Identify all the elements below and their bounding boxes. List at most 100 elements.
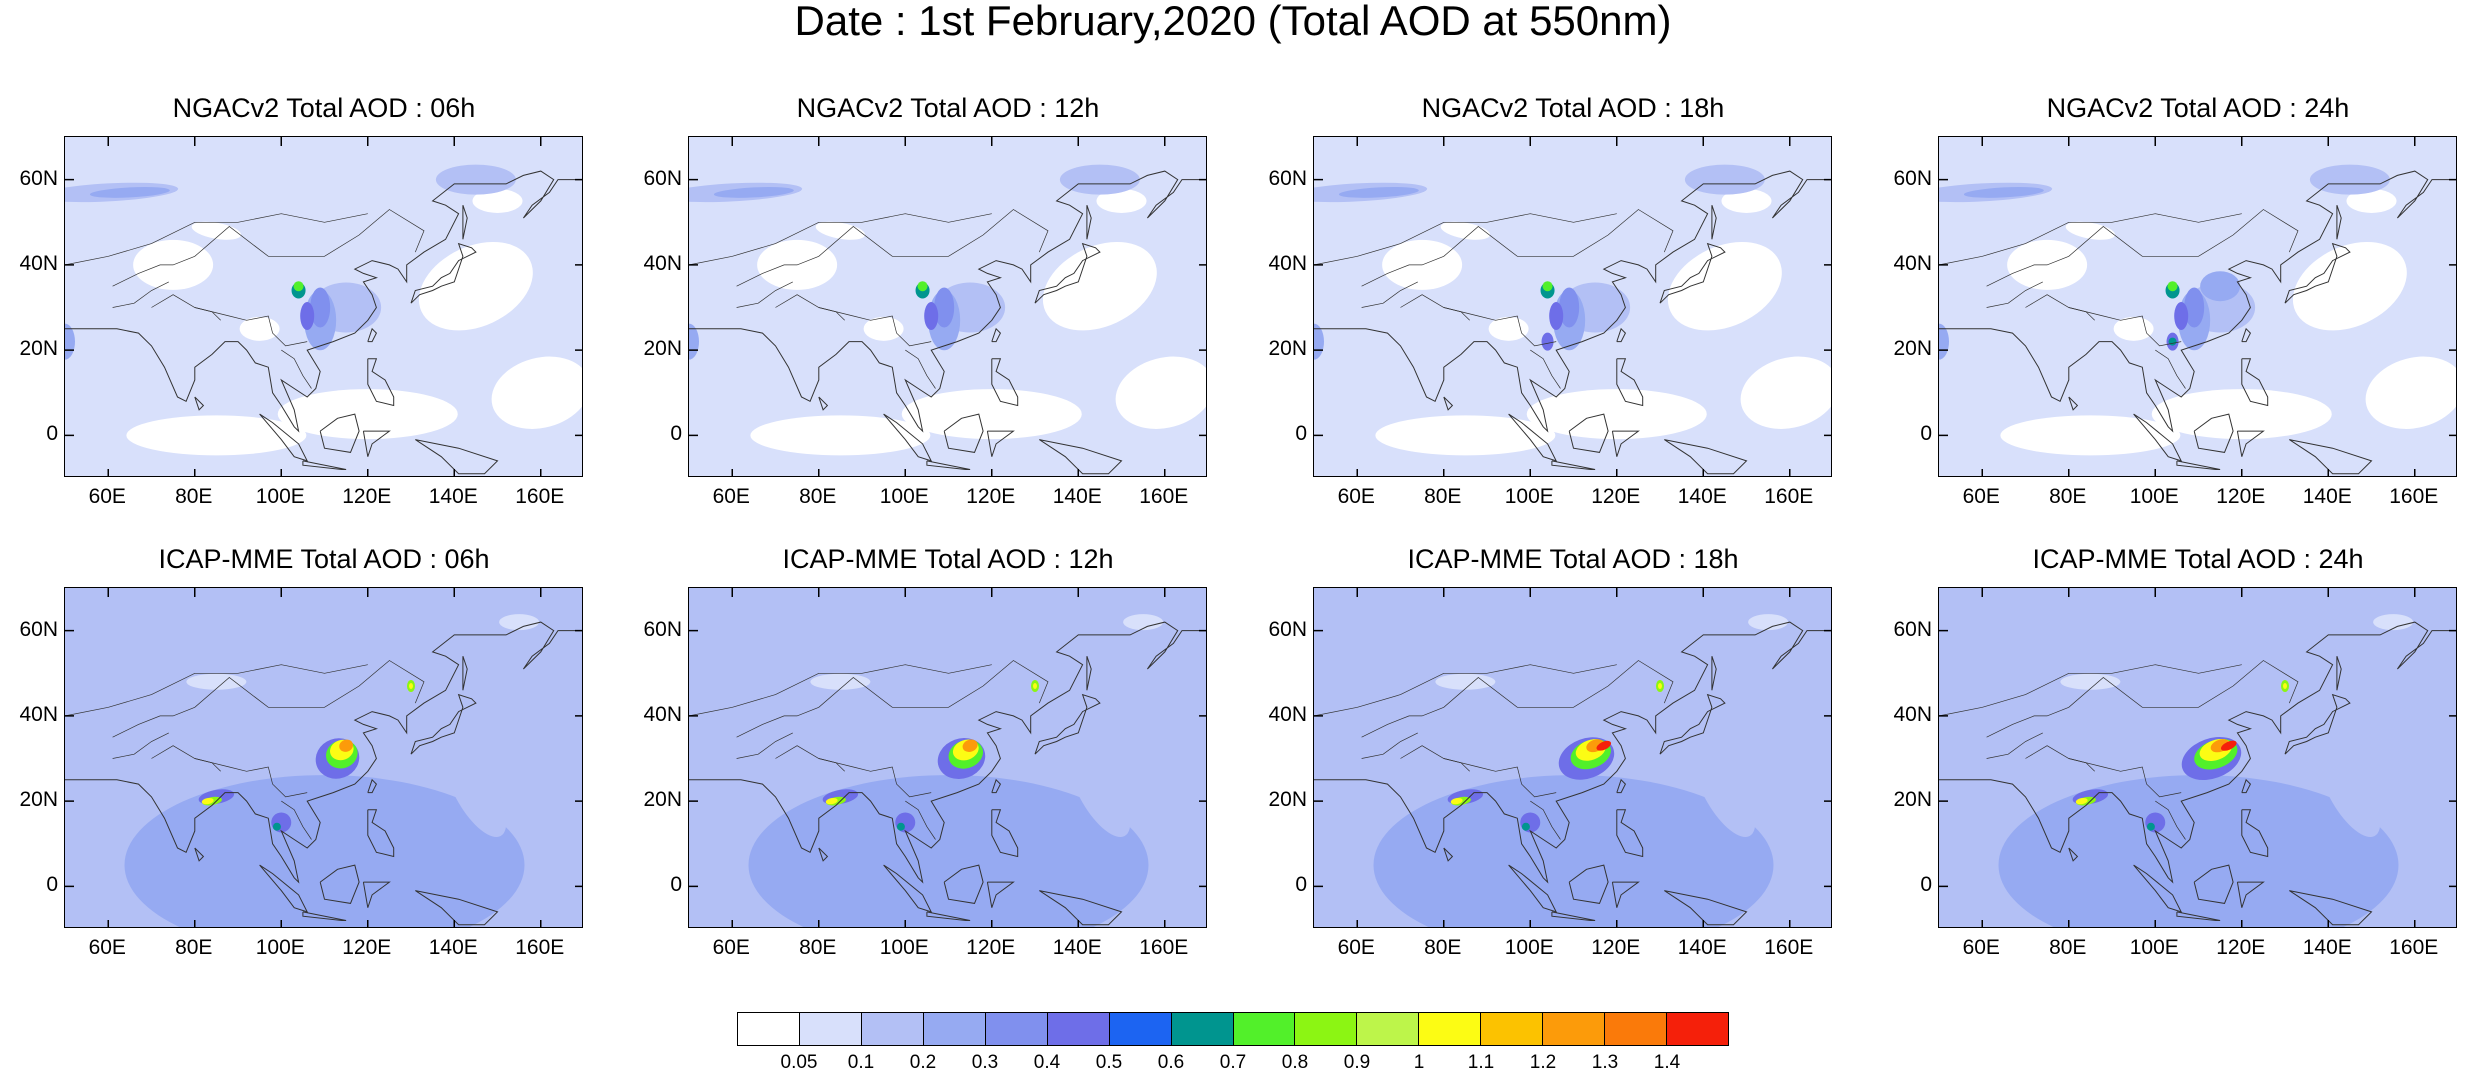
coastlines	[1314, 170, 1831, 475]
map-panel	[688, 587, 1207, 928]
x-tick-label: 160E	[1764, 485, 1814, 508]
x-tick-label: 160E	[515, 936, 565, 959]
y-tick-label: 20N	[1893, 788, 1932, 812]
colorbar-box	[1109, 1013, 1172, 1045]
x-tick-label: 160E	[1139, 936, 1189, 959]
y-tick-label: 60N	[19, 166, 58, 190]
y-tick-label: 20N	[19, 788, 58, 812]
y-tick-label: 0	[670, 422, 682, 446]
y-tick-label: 0	[46, 873, 58, 897]
panel-title: NGACv2 Total AOD : 06h	[172, 93, 476, 123]
coastlines	[1939, 621, 2456, 926]
y-tick-label: 60N	[1893, 166, 1932, 190]
panel-title: ICAP-MME Total AOD : 06h	[158, 544, 490, 574]
x-tick-label: 80E	[1424, 936, 1462, 959]
x-tick-label: 140E	[428, 485, 478, 508]
coastlines	[689, 621, 1206, 926]
colorbar-box	[923, 1013, 986, 1045]
colorbar-box	[1481, 1013, 1544, 1045]
x-tick-label: 100E	[1504, 936, 1554, 959]
x-tick-label: 80E	[799, 936, 837, 959]
y-tick-label: 60N	[1268, 166, 1307, 190]
x-tick-label: 120E	[2216, 485, 2266, 508]
colorbar-label: 0.6	[1157, 1052, 1185, 1073]
y-tick-label: 60N	[1268, 617, 1307, 641]
aod-field	[1314, 588, 1831, 927]
y-tick-label: 20N	[19, 337, 58, 361]
colorbar-box	[861, 1013, 924, 1045]
aod-field	[1314, 137, 1831, 476]
colorbar-box	[738, 1013, 800, 1045]
aod-field	[689, 588, 1206, 927]
panel-title: ICAP-MME Total AOD : 18h	[1407, 544, 1739, 574]
colorbar-box	[1171, 1013, 1234, 1045]
x-tick-label: 160E	[1139, 485, 1189, 508]
colorbar-label: 0.5	[1095, 1052, 1123, 1073]
colorbar-box	[1419, 1013, 1482, 1045]
x-tick-label: 140E	[1052, 485, 1102, 508]
colorbar-label: 0.1	[847, 1052, 875, 1073]
colorbar-label: 0.3	[971, 1052, 999, 1073]
x-tick-label: 60E	[1962, 485, 2000, 508]
colorbar-box	[1605, 1013, 1668, 1045]
coastlines	[65, 170, 582, 475]
y-tick-label: 0	[46, 422, 58, 446]
colorbar-box	[1543, 1013, 1606, 1045]
map-panel	[688, 136, 1207, 477]
x-tick-label: 80E	[1424, 485, 1462, 508]
x-tick-label: 60E	[1337, 485, 1375, 508]
x-tick-label: 160E	[2389, 485, 2439, 508]
map-panel	[1938, 136, 2457, 477]
colorbar-label: 0.7	[1219, 1052, 1247, 1073]
x-tick-label: 60E	[712, 936, 750, 959]
x-tick-label: 60E	[88, 936, 126, 959]
x-tick-label: 100E	[255, 936, 305, 959]
map-panel	[64, 587, 583, 928]
panel-title: NGACv2 Total AOD : 12h	[796, 93, 1100, 123]
y-tick-label: 60N	[643, 617, 682, 641]
x-tick-label: 120E	[1591, 936, 1641, 959]
x-tick-label: 80E	[2049, 936, 2087, 959]
colorbar-label: 1.3	[1591, 1052, 1619, 1073]
y-tick-label: 0	[1920, 873, 1932, 897]
x-tick-label: 80E	[175, 936, 213, 959]
y-tick-label: 40N	[1893, 251, 1932, 275]
y-tick-label: 40N	[643, 702, 682, 726]
map-panel	[64, 136, 583, 477]
aod-field	[1939, 137, 2456, 476]
aod-field	[65, 588, 582, 927]
colorbar-label: 0.9	[1343, 1052, 1371, 1073]
panel-title: NGACv2 Total AOD : 18h	[1421, 93, 1725, 123]
x-tick-label: 160E	[2389, 936, 2439, 959]
y-tick-label: 40N	[19, 251, 58, 275]
x-tick-label: 60E	[88, 485, 126, 508]
colorbar-label: 0.8	[1281, 1052, 1309, 1073]
colorbar-box	[1357, 1013, 1420, 1045]
x-tick-label: 100E	[2129, 936, 2179, 959]
colorbar-label: 1.2	[1529, 1052, 1557, 1073]
y-tick-label: 0	[670, 873, 682, 897]
x-tick-label: 120E	[342, 936, 392, 959]
colorbar-box	[1233, 1013, 1296, 1045]
x-tick-label: 120E	[1591, 485, 1641, 508]
x-tick-label: 120E	[966, 936, 1016, 959]
x-tick-label: 120E	[966, 485, 1016, 508]
y-tick-label: 20N	[1893, 337, 1932, 361]
x-tick-label: 60E	[712, 485, 750, 508]
x-tick-label: 80E	[799, 485, 837, 508]
y-tick-label: 60N	[1893, 617, 1932, 641]
aod-field	[689, 137, 1206, 476]
colorbar-label: 0.4	[1033, 1052, 1061, 1073]
x-tick-label: 60E	[1962, 936, 2000, 959]
x-tick-label: 140E	[1052, 936, 1102, 959]
x-tick-label: 140E	[2302, 936, 2352, 959]
y-tick-label: 60N	[19, 617, 58, 641]
aod-field	[65, 137, 582, 476]
x-tick-label: 120E	[342, 485, 392, 508]
y-tick-label: 20N	[1268, 788, 1307, 812]
map-panel	[1313, 136, 1832, 477]
x-tick-label: 100E	[879, 485, 929, 508]
x-tick-label: 140E	[2302, 485, 2352, 508]
y-tick-label: 60N	[643, 166, 682, 190]
colorbar-label: 1.1	[1467, 1052, 1495, 1073]
